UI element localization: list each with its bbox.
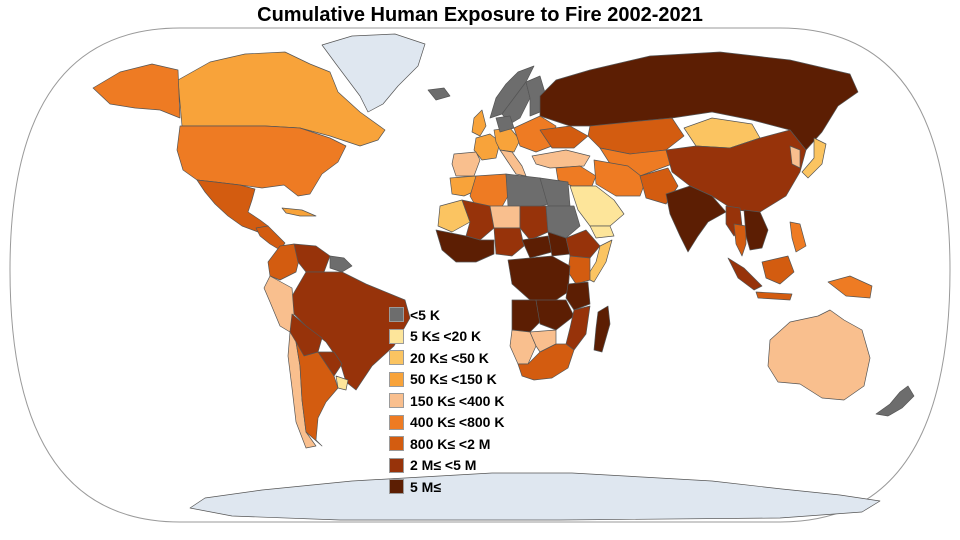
legend-swatch (389, 328, 404, 344)
region-new-guinea (827, 275, 873, 299)
legend-item: 50 K≤ <150 K (389, 369, 504, 391)
region-south-africa (517, 343, 575, 381)
region-philippines (789, 221, 807, 253)
region-korea (789, 145, 801, 169)
legend-label: 800 K≤ <2 M (410, 435, 491, 452)
region-antarctica (189, 472, 881, 521)
legend-swatch (389, 307, 404, 323)
region-uruguay (335, 375, 349, 391)
region-greenland (321, 33, 426, 113)
map-title: Cumulative Human Exposure to Fire 2002-2… (257, 4, 703, 26)
region-mexico (196, 179, 269, 233)
region-new-zealand (875, 385, 915, 417)
region-sumatra (727, 257, 763, 291)
region-zambia (535, 299, 575, 331)
region-chad (519, 205, 549, 241)
region-brazil (291, 271, 411, 391)
legend-label: 2 M≤ <5 M (410, 457, 477, 474)
region-madagascar (593, 305, 611, 353)
region-united-states (176, 125, 347, 197)
region-japan (801, 137, 827, 179)
region-angola (511, 299, 541, 333)
legend-item: <5 K (389, 304, 504, 326)
region-australia (767, 309, 871, 401)
legend-swatch (389, 457, 404, 473)
legend-label: 5 M≤ (410, 478, 442, 495)
legend-label: 400 K≤ <800 K (410, 414, 505, 431)
region-ethiopia (565, 229, 601, 259)
region-italy (499, 149, 527, 177)
region-turkey (531, 149, 591, 169)
region-argentina (295, 341, 339, 447)
region-cuba (281, 207, 317, 217)
legend-swatch (389, 393, 404, 409)
legend-label: <5 K (410, 306, 440, 323)
region-guianas (329, 255, 353, 273)
legend-swatch (389, 436, 404, 452)
region-indochina (743, 209, 769, 251)
region-india (665, 185, 727, 253)
region-alaska (92, 63, 181, 119)
legend-item: 5 K≤ <20 K (389, 326, 504, 348)
legend-label: 20 K≤ <50 K (410, 349, 489, 366)
region-iceland (427, 87, 451, 101)
region-niger (489, 205, 521, 229)
legend-item: 5 M≤ (389, 476, 504, 498)
region-mauritania (437, 199, 471, 233)
legend-swatch (389, 350, 404, 366)
region-united-kingdom (471, 109, 487, 137)
legend-swatch (389, 371, 404, 387)
legend-item: 20 K≤ <50 K (389, 347, 504, 369)
region-java (755, 291, 793, 301)
legend-item: 2 M≤ <5 M (389, 455, 504, 477)
legend: <5 K 5 K≤ <20 K 20 K≤ <50 K 50 K≤ <150 K… (389, 304, 504, 498)
region-nigeria (493, 227, 525, 257)
legend-label: 50 K≤ <150 K (410, 371, 497, 388)
region-thailand (733, 223, 747, 257)
legend-item: 400 K≤ <800 K (389, 412, 504, 434)
region-iran (593, 159, 647, 197)
region-tanzania (565, 281, 591, 311)
legend-label: 150 K≤ <400 K (410, 392, 505, 409)
region-peru (263, 275, 295, 333)
region-yemen (589, 225, 615, 239)
legend-swatch (389, 414, 404, 430)
region-borneo (761, 255, 795, 285)
land-layer (92, 33, 915, 521)
legend-swatch (389, 479, 404, 495)
legend-label: 5 K≤ <20 K (410, 328, 482, 345)
region-ukraine (539, 125, 589, 149)
legend-item: 800 K≤ <2 M (389, 433, 504, 455)
region-sudan (545, 205, 581, 239)
region-france (473, 133, 501, 161)
region-west-africa (435, 229, 495, 263)
region-somalia (585, 239, 613, 283)
legend-item: 150 K≤ <400 K (389, 390, 504, 412)
region-saudi-arabia (569, 185, 625, 227)
